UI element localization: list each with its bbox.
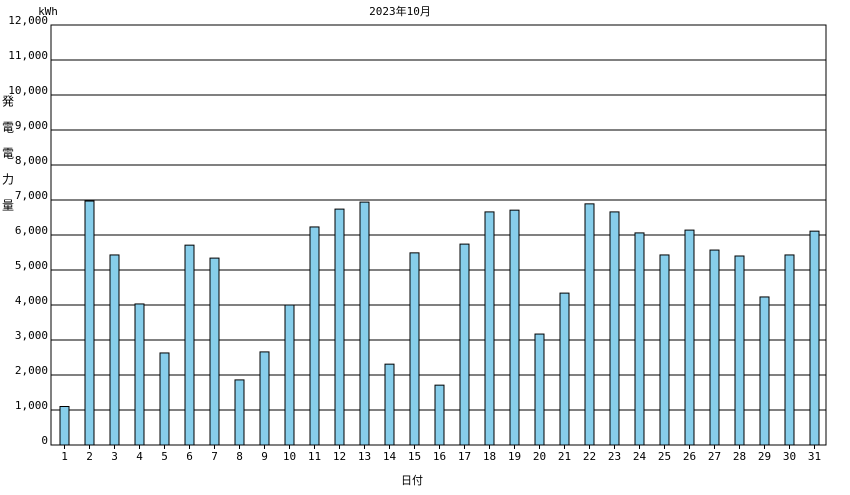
y-tick-label: 9,000	[15, 119, 48, 132]
x-tick-label: 7	[211, 450, 218, 463]
bar	[384, 363, 395, 446]
bar	[109, 254, 120, 446]
x-tick-label: 3	[111, 450, 118, 463]
x-tick-label: 29	[758, 450, 771, 463]
x-tick-label: 16	[433, 450, 446, 463]
bar	[184, 244, 195, 446]
y-tick-label: 8,000	[15, 154, 48, 167]
x-tick-label: 28	[733, 450, 746, 463]
bar	[159, 352, 170, 446]
x-tick-label: 26	[683, 450, 696, 463]
bar	[334, 208, 345, 446]
x-tick-label: 22	[583, 450, 596, 463]
x-tick-label: 17	[458, 450, 471, 463]
bar	[234, 379, 245, 446]
bar	[809, 230, 820, 446]
y-tick-label: 12,000	[8, 14, 48, 27]
x-tick-label: 5	[161, 450, 168, 463]
x-tick-label: 8	[236, 450, 243, 463]
y-tick-label: 5,000	[15, 259, 48, 272]
y-tick-label: 6,000	[15, 224, 48, 237]
bar	[459, 243, 470, 446]
bar	[784, 254, 795, 446]
bar	[684, 229, 695, 446]
x-tick-label: 18	[483, 450, 496, 463]
x-tick-label: 11	[308, 450, 321, 463]
x-axis-label: 日付	[401, 474, 423, 487]
x-tick-label: 9	[261, 450, 268, 463]
x-tick-label: 25	[658, 450, 671, 463]
y-tick-label: 7,000	[15, 189, 48, 202]
bar	[84, 200, 95, 446]
y-tick-label: 1,000	[15, 399, 48, 412]
x-tick-label: 19	[508, 450, 521, 463]
bar	[209, 257, 220, 446]
y-tick-label: 4,000	[15, 294, 48, 307]
x-tick-label: 14	[383, 450, 397, 463]
chart-title: 2023年10月	[369, 4, 431, 18]
x-tick-label: 12	[333, 450, 346, 463]
y-unit: kWh	[38, 5, 58, 18]
x-tick-label: 10	[283, 450, 296, 463]
bar	[409, 252, 420, 446]
bar	[509, 209, 520, 446]
bar	[134, 303, 145, 446]
bar	[259, 351, 270, 446]
x-tick-label: 2	[86, 450, 93, 463]
bar	[434, 384, 445, 446]
y-tick-label: 10,000	[8, 84, 48, 97]
bar	[484, 211, 495, 446]
x-tick-label: 6	[186, 450, 193, 463]
x-tick-label: 13	[358, 450, 371, 463]
bar	[284, 304, 295, 446]
x-tick-label: 30	[783, 450, 796, 463]
x-tick-label: 31	[808, 450, 821, 463]
x-tick-label: 4	[136, 450, 143, 463]
bar	[584, 203, 595, 446]
x-tick-label: 21	[558, 450, 571, 463]
y-tick-label: 11,000	[8, 49, 48, 62]
bar	[734, 255, 745, 446]
x-tick-label: 24	[633, 450, 647, 463]
x-tick-label: 1	[61, 450, 68, 463]
bar	[534, 333, 545, 446]
x-tick-label: 23	[608, 450, 621, 463]
x-tick-label: 20	[533, 450, 546, 463]
y-tick-label: 3,000	[15, 329, 48, 342]
y-tick-label: 0	[41, 434, 48, 447]
bar	[609, 211, 620, 446]
bar	[634, 232, 645, 446]
bar	[359, 201, 370, 446]
x-tick-label: 15	[408, 450, 421, 463]
bar	[659, 254, 670, 446]
bar	[559, 292, 570, 446]
bar	[309, 226, 320, 446]
y-tick-label: 2,000	[15, 364, 48, 377]
y-axis-label: 発電電力量	[1, 95, 15, 225]
x-tick-label: 27	[708, 450, 721, 463]
bar	[709, 249, 720, 446]
bar	[59, 406, 70, 446]
bar	[759, 296, 770, 446]
